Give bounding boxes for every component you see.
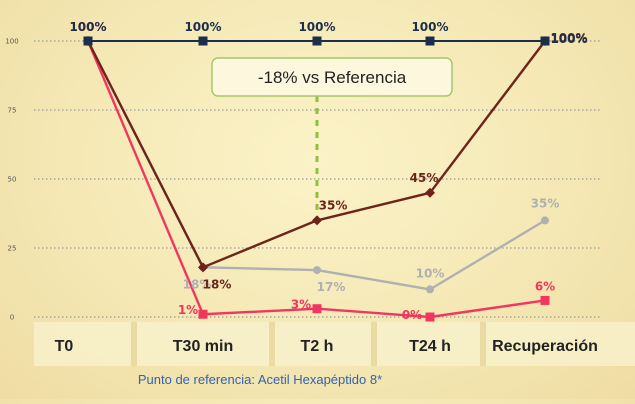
- data-label: 100%: [411, 20, 448, 34]
- data-label: 3%: [291, 298, 311, 312]
- data-point-marker: [425, 312, 435, 322]
- data-label: 1%: [178, 303, 198, 317]
- y-tick-label: 50: [8, 176, 17, 184]
- data-label: 100%: [298, 20, 335, 34]
- annotation-box: [211, 57, 453, 97]
- data-label: 45%: [410, 171, 439, 185]
- data-label: 18%: [183, 277, 212, 291]
- data-point-marker: [312, 36, 322, 46]
- data-point-marker: [198, 309, 208, 319]
- x-axis-separator: [269, 322, 275, 366]
- data-point-marker: [540, 295, 550, 305]
- data-point-marker: [198, 36, 208, 46]
- data-label: 100%: [184, 20, 221, 34]
- data-label: 18%: [203, 277, 232, 291]
- x-tick-label: Recuperación: [492, 338, 598, 355]
- x-tick-label: T0: [55, 338, 74, 355]
- data-point-marker: [425, 187, 435, 198]
- data-point-marker: [198, 262, 208, 273]
- data-label: 17%: [317, 280, 346, 294]
- y-tick-label: 100: [5, 38, 18, 46]
- x-axis-separator: [131, 322, 137, 366]
- data-point-marker: [83, 36, 93, 46]
- y-tick-label: 75: [8, 107, 17, 115]
- x-tick-label: T30 min: [173, 338, 233, 355]
- data-point-marker: [312, 215, 322, 226]
- data-label: 35%: [319, 198, 348, 212]
- data-label: 35%: [531, 196, 560, 210]
- x-axis-separator: [371, 322, 377, 366]
- data-label: 100%: [69, 20, 106, 34]
- data-point-marker: [541, 216, 549, 225]
- data-label: 100%: [550, 32, 587, 46]
- x-tick-label: T24 h: [409, 338, 451, 355]
- y-tick-label: 25: [8, 245, 17, 253]
- chart-caption: Punto de referencia: Acetil Hexapéptido …: [137, 372, 383, 387]
- x-tick-label: T2 h: [301, 338, 334, 355]
- annotation-text: -18% vs Referencia: [258, 68, 407, 87]
- data-label: 100%: [550, 31, 587, 45]
- data-label: 0%: [402, 308, 422, 322]
- y-tick-label: 0: [10, 314, 14, 322]
- data-label: 10%: [416, 266, 445, 280]
- data-label: 6%: [535, 279, 555, 293]
- data-point-marker: [426, 285, 434, 294]
- data-point-marker: [540, 36, 550, 46]
- data-point-marker: [425, 36, 435, 46]
- x-axis-separator: [480, 322, 486, 366]
- data-point-marker: [312, 304, 322, 314]
- data-point-marker: [313, 266, 321, 275]
- data-label: 100%: [69, 20, 106, 34]
